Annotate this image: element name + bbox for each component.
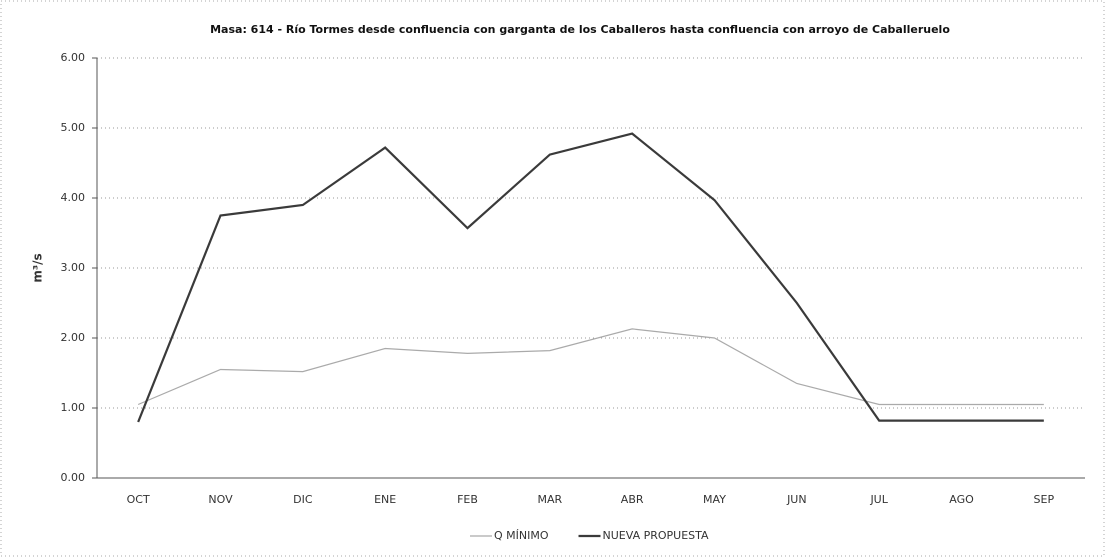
x-tick-label: MAY	[703, 493, 726, 506]
chart-title: Masa: 614 - Río Tormes desde confluencia…	[210, 23, 950, 36]
y-axis-label: m³/s	[31, 253, 45, 282]
y-tick-label: 0.00	[61, 471, 86, 484]
x-tick-label: ENE	[374, 493, 396, 506]
x-tick-label: OCT	[127, 493, 150, 506]
x-tick-label: SEP	[1034, 493, 1055, 506]
x-tick-label: FEB	[457, 493, 478, 506]
x-tick-label: AGO	[949, 493, 974, 506]
y-tick-label: 6.00	[61, 51, 86, 64]
y-tick-label: 5.00	[61, 121, 86, 134]
y-tick-label: 3.00	[61, 261, 86, 274]
legend-label: NUEVA PROPUESTA	[603, 529, 709, 542]
x-tick-label: MAR	[537, 493, 562, 506]
y-tick-label: 1.00	[61, 401, 86, 414]
x-tick-label: JUL	[869, 493, 888, 506]
y-tick-label: 2.00	[61, 331, 86, 344]
legend-label: Q MÍNIMO	[494, 529, 549, 542]
x-tick-label: ABR	[621, 493, 644, 506]
y-tick-label: 4.00	[61, 191, 86, 204]
x-tick-label: JUN	[786, 493, 807, 506]
series-line	[137, 328, 1044, 406]
x-tick-label: DIC	[293, 493, 313, 506]
x-tick-label: NOV	[208, 493, 233, 506]
series-line	[137, 132, 1044, 423]
